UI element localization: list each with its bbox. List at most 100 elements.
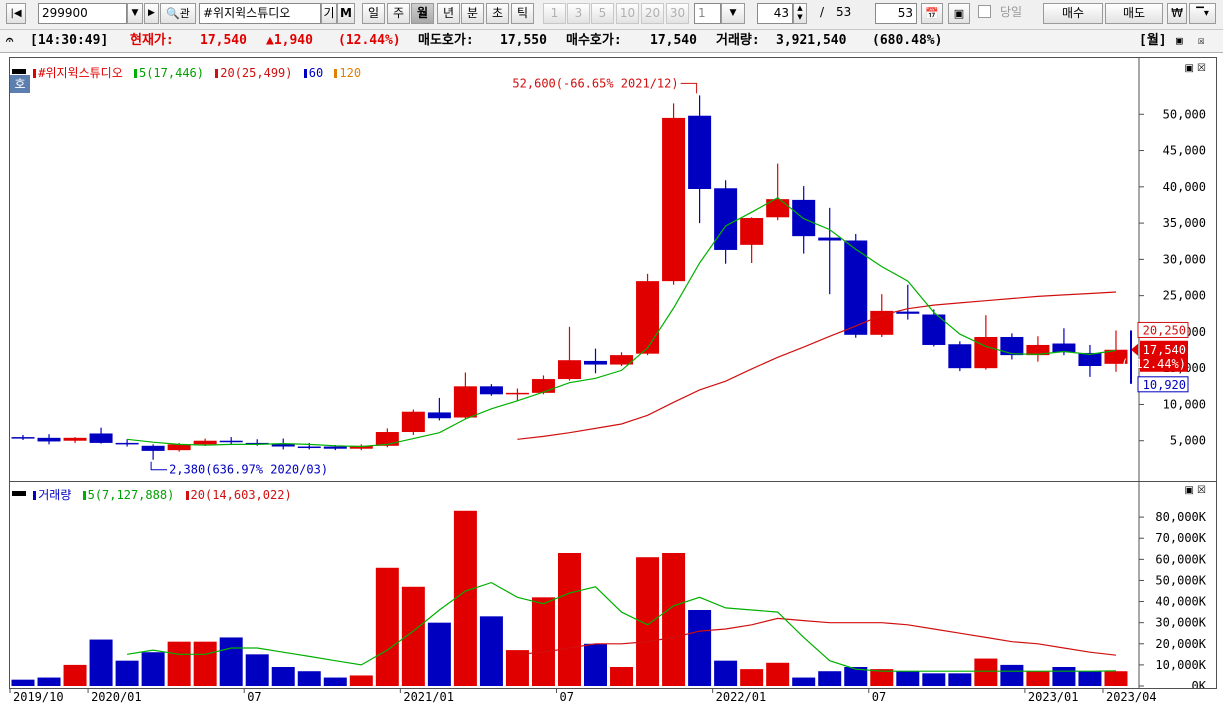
interval-button-3[interactable]: 3 [567,3,590,24]
price-y-tick-label: 50,000 [1163,107,1206,121]
buy-button[interactable]: 매수 [1043,3,1103,24]
candle-body [610,355,634,365]
price-legend: #위지윅스튜디오 5(17,446) 20(25,499) 60 120 [12,64,361,81]
calendar-add-button[interactable]: 📅 [921,3,943,24]
first-record-button[interactable]: |◀ [6,3,26,24]
panel-restore-icon[interactable]: ▣ [1184,485,1194,496]
current-price-label: 현재가: [130,33,174,48]
period-button-4[interactable]: 분 [461,3,484,24]
interval-button-5[interactable]: 5 [591,3,614,24]
volume-bar [453,510,477,686]
restore-icon[interactable]: ▣ [1176,34,1183,47]
volume-chart-panel: 거래량 5(7,127,888) 20(14,603,022) ▣ ☒ 0K 10… [9,481,1217,689]
candle-body [1078,352,1102,367]
interval-button-1[interactable]: 1 [543,3,566,24]
volume-bar [557,553,581,686]
interval-button-30[interactable]: 30 [666,3,689,24]
change-percent: (12.44%) [338,33,401,48]
legend-stock-name: #위지윅스튜디오 [38,66,123,80]
save-button[interactable]: ▣ [948,3,970,24]
flag-gi-button[interactable]: 기 [321,3,337,24]
flag-m-button[interactable]: M [337,3,355,24]
legend-handle-icon[interactable] [12,69,26,74]
same-day-label: 당일 [1000,5,1023,19]
volume-label: 거래량: [716,33,760,48]
volume-y-tick-label: 50,000K [1155,573,1206,587]
search-button[interactable]: 🔍관 [160,3,196,24]
ask-price-value: 17,550 [500,33,547,48]
same-day-checkbox[interactable] [978,3,994,24]
volume-y-tick-label: 30,000K [1155,616,1206,630]
volume-bar [844,667,868,686]
candle-body [219,440,243,443]
candle-body [1052,343,1076,353]
candle-body [63,437,87,441]
volume-y-tick-label: 0K [1192,679,1207,688]
volume-bar [688,610,712,686]
period-button-0[interactable]: 일 [362,3,385,24]
volume-bar [870,669,894,686]
candle-body [584,360,608,365]
legend-handle-icon[interactable] [12,491,26,496]
stock-code-input[interactable]: 299900 [38,3,127,24]
volume-y-tick-label: 10,000K [1155,658,1206,672]
page-current-input[interactable]: 43 [757,3,793,24]
high-annotation: 52,600(-66.65% 2021/12) [512,76,678,90]
count-input[interactable]: 53 [875,3,917,24]
interval-button-20[interactable]: 20 [641,3,664,24]
window-icon: ▔ [1196,8,1204,19]
volume-bar [766,662,790,686]
close-icon[interactable]: ☒ [1198,34,1205,47]
candle-body [349,445,373,449]
panel-close-icon[interactable]: ☒ [1197,63,1206,74]
next-code-button[interactable]: ▶ [144,3,159,24]
period-button-1[interactable]: 주 [387,3,410,24]
candle-body [1026,344,1050,356]
stock-name-field[interactable]: #위지윅스튜디오 [199,3,321,24]
period-button-5[interactable]: 초 [486,3,509,24]
candle-body [453,386,477,418]
panel-restore-icon[interactable]: ▣ [1184,63,1194,74]
legend-volume-ma5: 5(7,127,888) [87,488,175,502]
panel-close-icon[interactable]: ☒ [1197,485,1206,496]
tag-high-box [1137,321,1189,338]
code-dropdown-button[interactable]: ▼ [127,3,143,24]
sell-button[interactable]: 매도 [1105,3,1163,24]
x-tick-label: 2021/01 [403,690,454,704]
period-button-6[interactable]: 틱 [511,3,534,24]
volume-bar [115,660,139,686]
candle-body [141,445,165,451]
won-button[interactable]: ₩ [1167,3,1187,24]
legend-ma120: 120 [339,66,362,80]
volume-bar [531,597,555,686]
period-button-3[interactable]: 년 [437,3,460,24]
volume-bar [427,622,451,686]
period-tag: [월] [1139,33,1167,48]
interval-dropdown-button[interactable]: ▼ [721,3,745,24]
chart-menu-button[interactable]: ▔▾ [1189,3,1216,24]
candle-body [557,360,581,380]
tag-high: 20,250 [1143,323,1186,337]
volume-bar [401,586,425,686]
volume-bar [323,677,347,686]
interval-button-10[interactable]: 10 [616,3,639,24]
volume-bar [505,650,529,686]
page-spinner[interactable]: ▲ ▼ [793,3,807,24]
price-y-tick-label: 10,000 [1163,397,1206,411]
volume-value: 3,921,540 [776,33,847,48]
candle-body [1104,349,1128,364]
side-tag[interactable]: 호 [10,75,30,93]
candle-body [870,310,894,335]
volume-y-tick-label: 70,000K [1155,531,1206,545]
low-annotation: 2,380(636.97% 2020/03) [169,463,328,477]
volume-bar [297,671,321,686]
tag-current-pointer [1131,343,1138,356]
pin-icon[interactable]: 𝄐 [6,33,14,48]
candle-body [818,237,842,241]
interval-select[interactable]: 1 [694,3,721,24]
bid-price-label: 매수호가: [566,33,622,48]
volume-bar [974,658,998,686]
period-button-2[interactable]: 월 [411,3,434,24]
price-y-tick-label: 25,000 [1163,289,1206,303]
volume-legend: 거래량 5(7,127,888) 20(14,603,022) [12,486,292,503]
